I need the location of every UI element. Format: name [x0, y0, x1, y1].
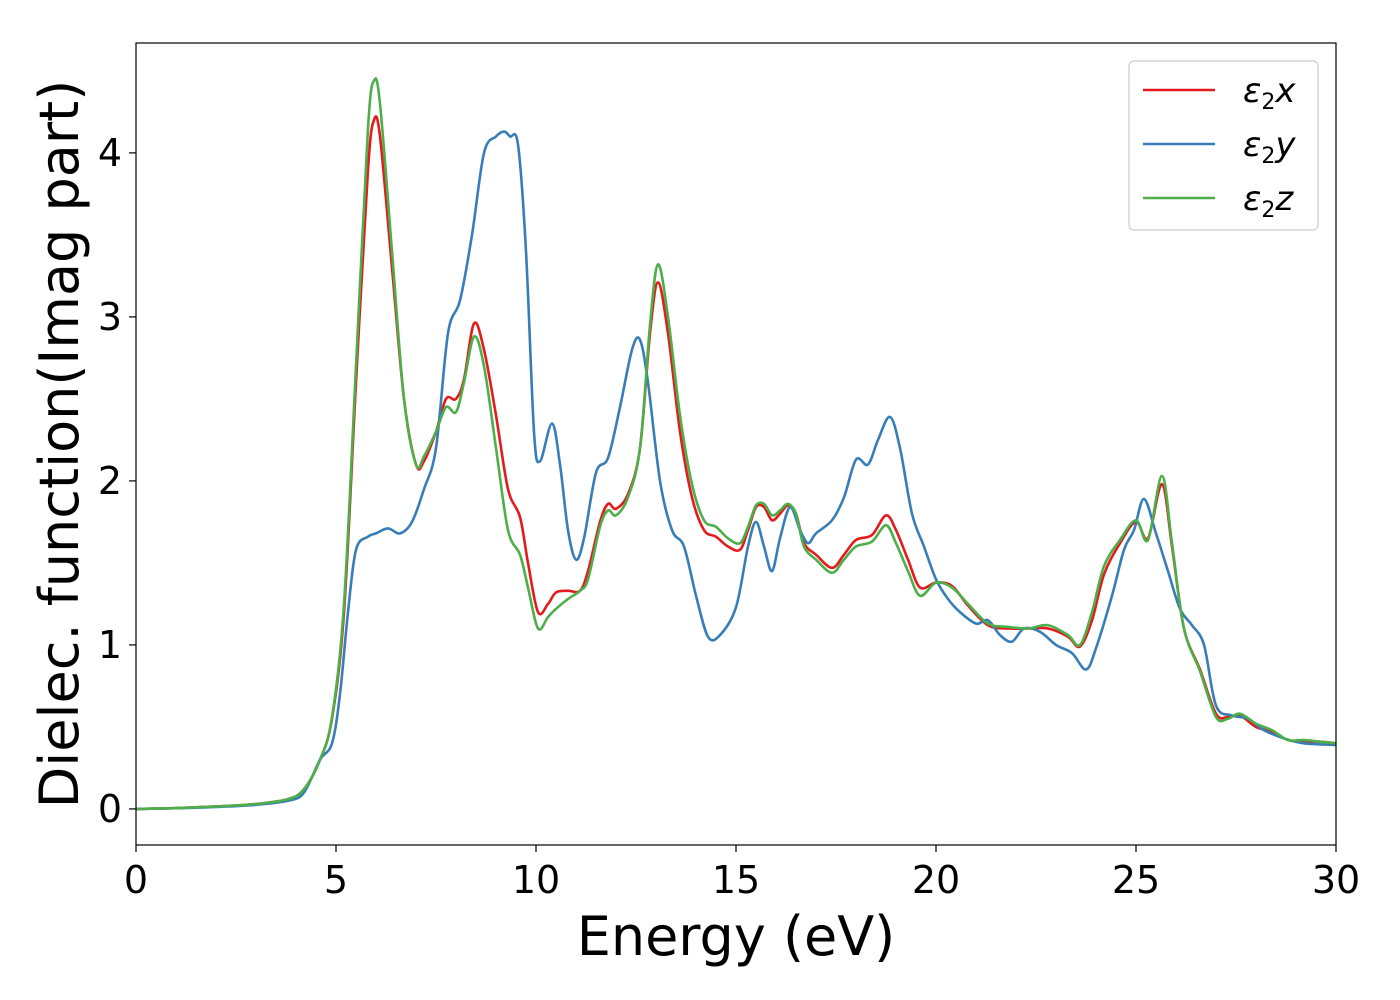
y-tick-label: 2	[98, 459, 122, 503]
x-tick-label: 20	[912, 858, 960, 902]
series-line-z	[136, 77, 1336, 811]
legend-label-x: ε2x	[1243, 71, 1296, 115]
x-tick-label: 0	[124, 858, 148, 902]
x-tick-label: 5	[324, 858, 348, 902]
legend: ε2x ε2y ε2z	[1128, 60, 1319, 231]
y-tick-label: 1	[98, 623, 122, 667]
x-tick-label: 30	[1312, 858, 1360, 902]
series-line-y	[136, 130, 1336, 811]
y-tick-label: 4	[98, 131, 122, 175]
x-tick-label: 25	[1112, 858, 1160, 902]
y-tick-label: 0	[98, 787, 122, 831]
series-lines	[136, 77, 1336, 811]
x-tick-label: 15	[712, 858, 760, 902]
x-tick-label: 10	[512, 858, 560, 902]
y-tick-label: 3	[98, 295, 122, 339]
legend-label-z: ε2z	[1243, 179, 1294, 223]
y-axis-ticks: 0 1 2 3 4	[98, 131, 136, 831]
x-axis-ticks: 0 5 10 15 20 25 30	[124, 845, 1360, 902]
y-axis-title: Dielec. function(Imag part)	[28, 80, 91, 809]
legend-box	[1128, 60, 1319, 231]
legend-label-y: ε2y	[1243, 125, 1296, 169]
x-axis-title: Energy (eV)	[577, 905, 896, 968]
